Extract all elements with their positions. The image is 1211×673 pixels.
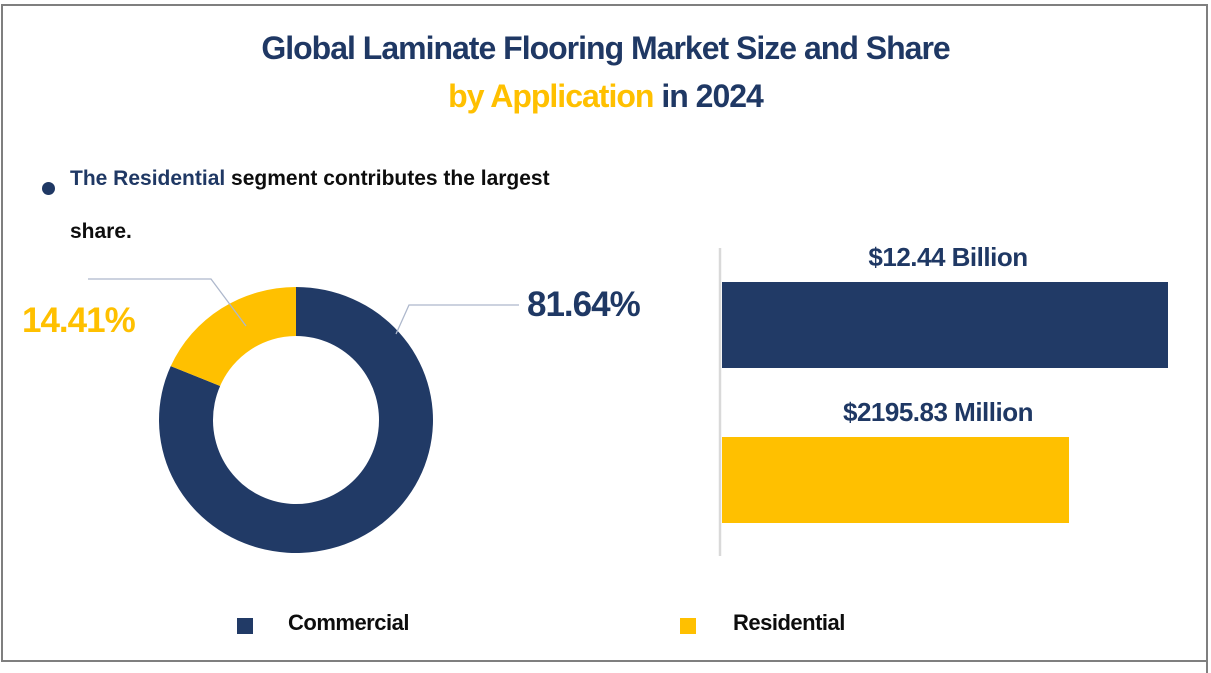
donut-label-commercial: 81.64% [527,285,641,324]
legend-label-residential: Residential [733,610,845,635]
bar-commercial [722,282,1168,368]
slide-border-right [1206,4,1208,673]
bar-residential [722,437,1069,523]
bar-value-label-commercial: $12.44 Billion [868,242,1028,272]
slide-border-top [2,4,1207,6]
leader-line-residential [88,278,247,327]
chart-title: Global Laminate Flooring Market Size and… [0,24,1211,120]
bar-value-label-residential: $2195.83 Million [843,397,1033,427]
insight-line2: share. [70,220,132,243]
leader-line-commercial [395,304,519,335]
slide-border-bottom [1,660,1207,662]
title-line2-highlight: by Application [448,78,654,114]
donut-chart [158,287,433,553]
title-line1: Global Laminate Flooring Market Size and… [261,30,950,66]
insight-text: The Residential segment contributes the … [70,152,670,258]
donut-segment-commercial [158,287,433,553]
legend-label-commercial: Commercial [288,610,409,635]
slide-border-left [1,4,3,662]
legend-swatch-commercial [237,618,253,634]
title-line2: by Application in 2024 [0,72,1211,120]
insight-rest: segment contributes the largest [225,167,550,190]
donut-label-residential: 14.41% [22,301,136,340]
insight-highlight: The Residential [70,167,226,190]
title-line2-rest: in 2024 [653,78,764,114]
bullet-icon [42,182,55,195]
legend-swatch-residential [680,618,696,634]
donut-segment-residential [170,287,296,386]
